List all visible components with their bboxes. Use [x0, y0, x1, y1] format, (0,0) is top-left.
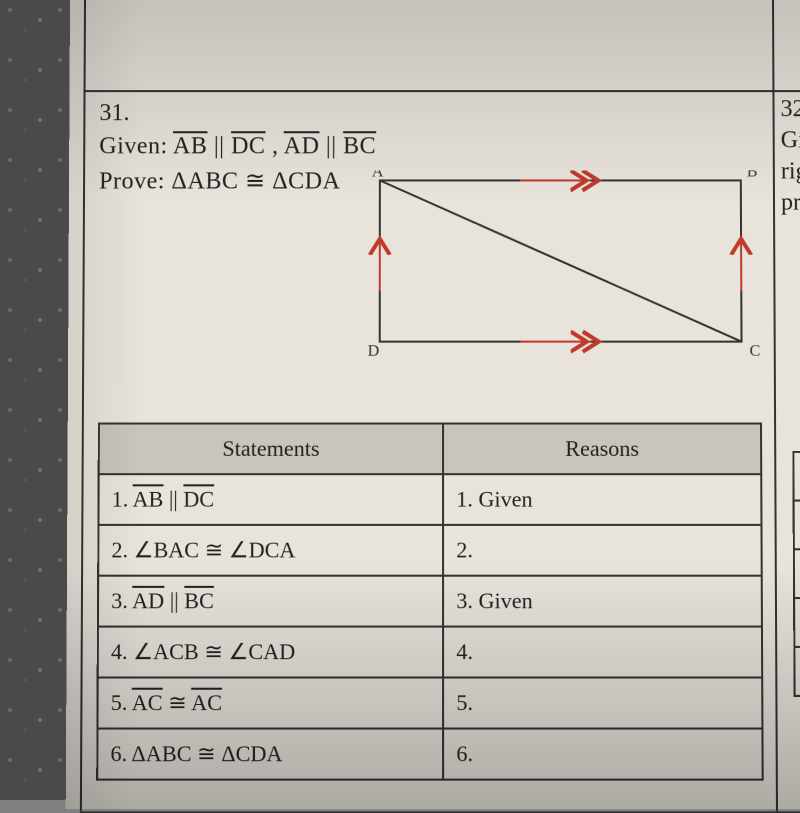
right-top-cell-border	[770, 0, 800, 92]
top-cell-border	[84, 0, 775, 92]
prove-text: ΔABC ≅ ΔCDA	[171, 168, 340, 194]
statement-cell: 2. ∠BAC ≅ ∠DCA	[98, 525, 443, 576]
reason-cell: 2.	[443, 525, 761, 576]
worksheet-paper: 31. Given: AB || DC , AD || BC Prove: ΔA…	[66, 0, 800, 809]
vertex-b: B	[747, 170, 758, 180]
given-line: Given: AB || DC , AD || BC	[99, 133, 791, 160]
prove-label: Prove:	[99, 168, 165, 194]
parallel-1: ||	[214, 133, 231, 159]
statements-header: Statements	[99, 424, 444, 475]
table-row: 6. ΔABC ≅ ΔCDA6.	[97, 729, 762, 780]
statement-cell: 6. ΔABC ≅ ΔCDA	[97, 729, 443, 780]
segment-ad: AD	[284, 133, 320, 159]
adj-line-2: rig	[781, 158, 800, 185]
table-row: 4. ∠ACB ≅ ∠CAD4.	[98, 627, 762, 678]
adj-line-3: pr	[781, 189, 800, 216]
vertex-c: C	[750, 343, 761, 360]
table-row: 1. AB || DC1. Given	[98, 474, 761, 525]
reason-cell: 1. Given	[443, 474, 761, 525]
adj-row: 2.	[794, 501, 800, 550]
adj-line-1: Gi	[781, 127, 800, 154]
adj-row: 1	[793, 452, 800, 501]
problem-number: 31.	[99, 100, 790, 127]
reason-cell: 4.	[443, 627, 762, 678]
reasons-header: Reasons	[443, 424, 761, 475]
adjacent-problem: 32 Gi rig pr	[780, 96, 800, 221]
reason-cell: 6.	[443, 729, 762, 780]
reason-cell: 3. Given	[443, 576, 762, 627]
segment-dc: DC	[231, 133, 265, 159]
adj-row: 5.	[794, 647, 800, 696]
reason-cell: 5.	[443, 678, 762, 729]
statement-cell: 1. AB || DC	[98, 474, 443, 525]
adj-row: 3.	[794, 549, 800, 598]
adj-number: 32	[780, 96, 800, 123]
vertex-a: A	[372, 170, 384, 180]
table-row: 2. ∠BAC ≅ ∠DCA2.	[98, 525, 762, 576]
table-row: 3. AD || BC3. Given	[98, 576, 762, 627]
adjacent-table: 12.3.4.5.	[792, 451, 800, 697]
background-carpet	[0, 0, 70, 800]
adj-row: 4.	[794, 598, 800, 647]
diagonal-ac	[380, 180, 742, 341]
statement-cell: 3. AD || BC	[98, 576, 443, 627]
problem-content: 31. Given: AB || DC , AD || BC Prove: ΔA…	[96, 100, 794, 809]
segment-ab: AB	[173, 133, 208, 159]
vertex-d: D	[368, 343, 380, 360]
parallelogram-diagram: A B C D	[360, 170, 772, 372]
proof-table: Statements Reasons 1. AB || DC1. Given2.…	[96, 423, 763, 781]
statement-cell: 4. ∠ACB ≅ ∠CAD	[98, 627, 444, 678]
table-row: 5. AC ≅ AC5.	[97, 678, 762, 729]
table-header-row: Statements Reasons	[99, 424, 762, 475]
parallel-2: ||	[326, 133, 343, 159]
comma: ,	[272, 133, 284, 159]
statement-cell: 5. AC ≅ AC	[97, 678, 443, 729]
segment-bc: BC	[343, 133, 376, 159]
given-label: Given:	[99, 133, 168, 159]
